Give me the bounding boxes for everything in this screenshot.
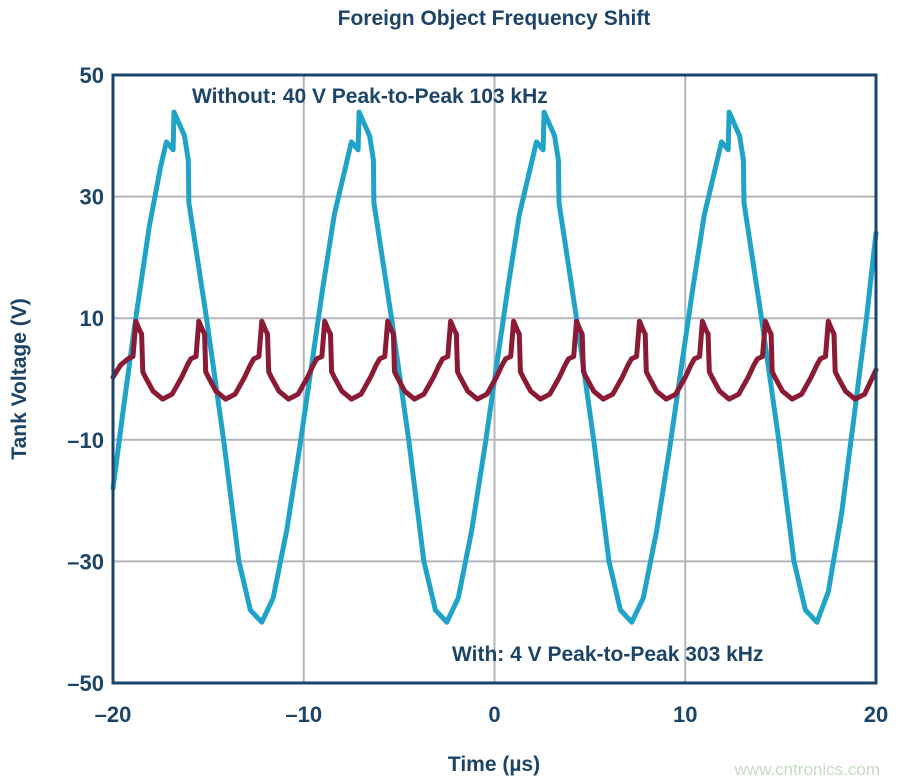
series-lines	[110, 109, 879, 625]
annotation-without: Without: 40 V Peak-to-Peak 103 kHz	[192, 85, 548, 108]
y-tick-label: 30	[80, 185, 104, 210]
x-tick-label: 20	[864, 702, 888, 727]
chart-title: Foreign Object Frequency Shift	[338, 7, 651, 30]
annotation-with: With: 4 V Peak-to-Peak 303 kHz	[452, 643, 763, 666]
x-tick-label: 0	[488, 702, 500, 727]
x-tick-label: –10	[285, 702, 322, 727]
series-line-with	[110, 318, 879, 402]
plot-frame	[111, 73, 878, 685]
y-tick-label: 50	[80, 63, 104, 88]
watermark: www.cntronics.com	[734, 760, 880, 779]
y-tick-label: –50	[67, 671, 104, 696]
x-tick-label: 10	[673, 702, 697, 727]
y-tick-label: –10	[67, 428, 104, 453]
x-axis-label: Time (µs)	[448, 753, 540, 776]
y-tick-label: 10	[80, 306, 104, 331]
x-tick-label: –20	[95, 702, 132, 727]
tick-labels: –20 –10 0 10 20 50 30 10 –10 –30 –50	[67, 63, 888, 727]
y-axis-label: Tank Voltage (V)	[8, 298, 31, 459]
y-tick-label: –30	[67, 549, 104, 574]
series-line-without	[110, 109, 879, 625]
